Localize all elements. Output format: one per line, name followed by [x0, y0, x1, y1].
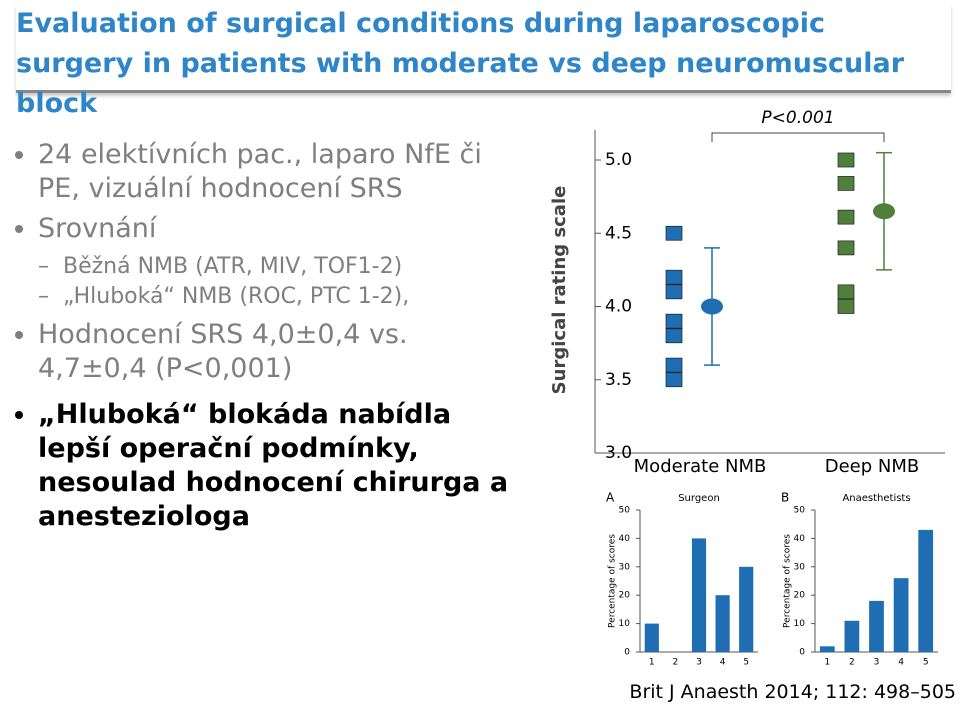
- y-tick-label: 30: [794, 562, 806, 572]
- y-tick-label: 40: [794, 534, 806, 544]
- y-tick-label: 0: [624, 648, 630, 658]
- score-point: [665, 328, 683, 344]
- bar: [844, 620, 860, 652]
- x-tick-label: 1: [649, 658, 655, 668]
- score-point: [665, 372, 683, 388]
- x-tick-label: 1: [824, 658, 830, 668]
- score-point: [665, 357, 683, 373]
- x-tick-label: 4: [898, 658, 904, 668]
- score-point: [665, 225, 683, 241]
- score-point: [837, 176, 855, 191]
- x-tick-label: 2: [849, 658, 855, 668]
- y-tick-label: 3.5: [605, 370, 632, 390]
- y-tick-label: 20: [619, 591, 631, 601]
- y-tick-label: 10: [619, 619, 631, 629]
- chart-title: Surgeon: [678, 493, 720, 504]
- bar: [893, 578, 909, 652]
- score-point: [665, 313, 683, 329]
- y-tick-label: 3.0: [605, 443, 632, 463]
- x-tick-label: Moderate NMB: [634, 456, 767, 477]
- bar: [819, 646, 835, 652]
- y-axis-label: Percentage of scores: [608, 534, 618, 628]
- y-tick-label: 4.5: [605, 223, 632, 243]
- y-tick-label: 50: [794, 506, 806, 516]
- bracket: [711, 132, 885, 142]
- bullet: 24 elektívních pac., laparo NfE či PE, v…: [38, 138, 510, 206]
- bullet: „Hluboká“ blokáda nabídla lepší operační…: [38, 398, 510, 534]
- annotation: P<0.001: [761, 108, 834, 128]
- mean-marker: [701, 298, 723, 315]
- bar: [644, 623, 659, 652]
- mean-marker: [873, 203, 895, 220]
- bar: [869, 600, 884, 652]
- x-tick-label: 3: [696, 658, 702, 668]
- score-point: [837, 299, 855, 314]
- bullet-list: 24 elektívních pac., laparo NfE či PE, v…: [0, 138, 510, 540]
- score-point: [837, 209, 855, 225]
- bar: [739, 566, 754, 652]
- x-tick-label: 2: [673, 658, 679, 668]
- chart-title: Anaesthetists: [842, 493, 910, 504]
- panel-label: A: [606, 491, 615, 505]
- bar: [691, 538, 707, 652]
- citation: Brit J Anaesth 2014; 112: 498–505: [629, 681, 956, 703]
- sub-list: Běžná NMB (ATR, MIV, TOF1-2)„Hluboká“ NM…: [38, 252, 510, 312]
- y-axis-label: Percentage of scores: [783, 534, 793, 628]
- slide-title: Evaluation of surgical conditions during…: [16, 4, 951, 119]
- bullet: SrovnáníBěžná NMB (ATR, MIV, TOF1-2)„Hlu…: [38, 212, 510, 312]
- y-axis-label: Surgical rating scale: [549, 186, 570, 395]
- y-tick-label: 50: [619, 506, 631, 516]
- x-tick-label: Deep NMB: [825, 456, 920, 477]
- bar: [715, 595, 730, 652]
- bullet: Hodnocení SRS 4,0±0,4 vs. 4,7±0,4 (P<0,0…: [38, 318, 510, 386]
- x-tick-label: 5: [743, 658, 749, 668]
- y-tick-label: 40: [619, 534, 631, 544]
- y-tick-label: 30: [619, 562, 631, 572]
- panel-label: B: [781, 491, 789, 505]
- x-tick-label: 3: [874, 658, 880, 668]
- x-tick-label: 4: [720, 658, 726, 668]
- y-tick-label: 20: [794, 591, 806, 601]
- y-tick-label: 4.0: [605, 297, 632, 317]
- x-tick-label: 5: [923, 658, 929, 668]
- y-tick-label: 0: [799, 648, 805, 658]
- y-tick-label: 5.0: [605, 150, 632, 170]
- bar: [918, 529, 934, 652]
- score-point: [837, 240, 855, 256]
- score-point: [665, 284, 683, 300]
- sub-bullet: „Hluboká“ NMB (ROC, PTC 1-2),: [38, 282, 510, 312]
- score-point: [665, 269, 683, 285]
- score-point: [837, 152, 855, 168]
- score-point: [837, 284, 855, 300]
- sub-bullet: Běžná NMB (ATR, MIV, TOF1-2): [38, 252, 510, 282]
- y-tick-label: 10: [794, 619, 806, 629]
